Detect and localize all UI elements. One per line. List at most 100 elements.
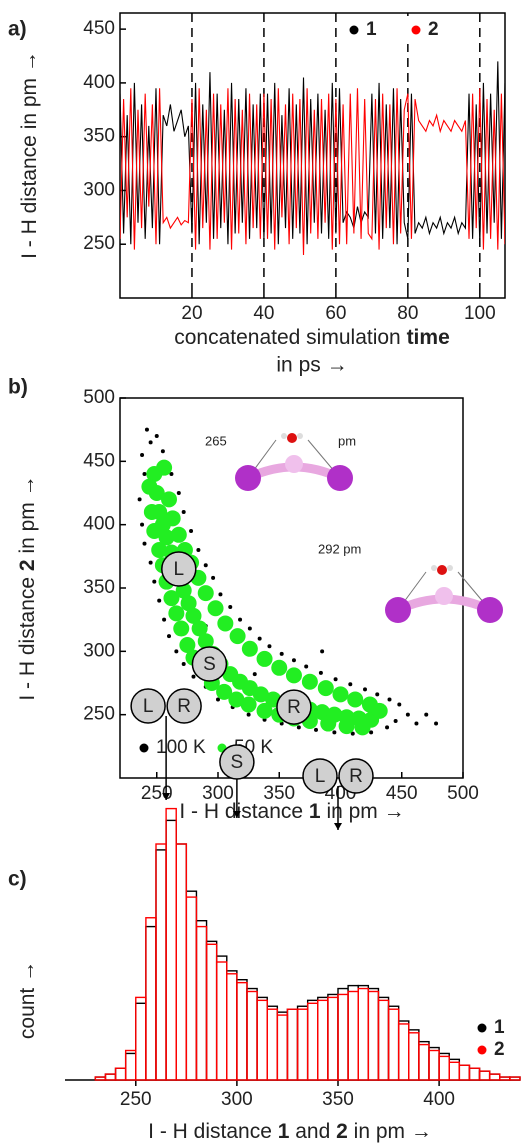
scatter-point bbox=[252, 686, 269, 703]
scatter-point bbox=[247, 626, 252, 631]
histogram-bar bbox=[195, 920, 208, 1081]
molecule-atom bbox=[235, 465, 261, 491]
x-tick-label: 350 bbox=[263, 783, 295, 804]
legend-label: 100 K bbox=[156, 737, 206, 758]
x-axis-label-part: I - H distance bbox=[179, 800, 309, 823]
annotation: 265 bbox=[205, 433, 227, 448]
scatter-point bbox=[148, 440, 153, 445]
scatter-point bbox=[169, 472, 174, 476]
state-marker bbox=[302, 758, 338, 794]
scatter-point bbox=[385, 725, 390, 730]
state-label: S bbox=[203, 654, 216, 675]
scatter-point bbox=[434, 721, 439, 726]
x-axis-label-part: 1 bbox=[309, 800, 321, 823]
histogram-bar bbox=[165, 819, 177, 1081]
scatter-point bbox=[141, 478, 158, 495]
scatter-point bbox=[240, 696, 257, 713]
scatter-point bbox=[197, 633, 214, 650]
scatter-point bbox=[181, 662, 186, 666]
x-tick-label: 300 bbox=[202, 783, 234, 804]
molecule-atom bbox=[287, 433, 297, 443]
histogram-bar bbox=[397, 1020, 410, 1081]
scatter-point bbox=[216, 697, 220, 702]
scatter-point bbox=[414, 721, 419, 726]
scatter-point bbox=[163, 590, 180, 607]
histogram-bar bbox=[104, 1073, 117, 1081]
legend-label: 1 bbox=[366, 19, 377, 40]
scatter-point bbox=[375, 692, 380, 697]
y-axis-label: I - H distance 2 in pm → bbox=[16, 475, 39, 700]
y-tick-label: 500 bbox=[83, 387, 115, 408]
scatter-point bbox=[137, 497, 142, 502]
scatter-point bbox=[332, 730, 337, 735]
y-axis-label-part: in pm → bbox=[16, 475, 39, 559]
scatter-point bbox=[189, 529, 194, 533]
state-marker bbox=[130, 688, 166, 724]
molecule-atom bbox=[281, 433, 287, 439]
scatter-point bbox=[197, 585, 214, 602]
x-tick-label: 450 bbox=[386, 783, 418, 804]
histogram-bar bbox=[236, 979, 248, 1081]
scatter-point bbox=[332, 686, 349, 703]
scatter-point bbox=[296, 725, 301, 730]
x-axis-label-part: 2 bbox=[336, 1120, 348, 1143]
histogram-bar bbox=[428, 1046, 440, 1081]
scatter-point bbox=[174, 649, 179, 654]
scatter-point bbox=[333, 677, 338, 682]
scatter-point bbox=[350, 731, 355, 736]
y-axis-label-part: I - H distance bbox=[16, 571, 39, 701]
y-tick-label: 450 bbox=[83, 450, 115, 471]
state-label: R bbox=[177, 696, 191, 717]
scatter-point bbox=[152, 579, 157, 584]
scatter-point bbox=[140, 522, 145, 527]
y-tick-label: 250 bbox=[83, 233, 115, 254]
plot-frame bbox=[119, 12, 506, 299]
scatter-point bbox=[285, 667, 302, 684]
scatter-point bbox=[157, 598, 162, 603]
marker-arrow-head bbox=[334, 823, 342, 830]
scatter-point bbox=[148, 560, 153, 565]
state-marker bbox=[166, 688, 202, 724]
molecule-atom bbox=[447, 565, 453, 571]
x-tick-label: 400 bbox=[423, 1089, 455, 1110]
histogram-bar bbox=[306, 999, 319, 1081]
scatter-point bbox=[176, 491, 181, 495]
x-tick-label: 20 bbox=[181, 303, 202, 324]
histogram-bar bbox=[135, 1002, 147, 1081]
scatter-point bbox=[347, 691, 364, 708]
histogram-bar bbox=[357, 984, 370, 1081]
scatter-point bbox=[314, 727, 318, 732]
scatter-point bbox=[170, 526, 187, 543]
state-label: L bbox=[143, 696, 154, 717]
x-axis-label-part: concatenated simulation bbox=[174, 326, 406, 349]
scatter-point bbox=[181, 510, 186, 514]
scatter-point bbox=[156, 459, 173, 476]
x-tick-label: 40 bbox=[253, 303, 274, 324]
scatter-point bbox=[154, 434, 159, 438]
annotation: pm bbox=[338, 433, 356, 448]
scatter-point bbox=[338, 718, 355, 735]
legend-marker bbox=[477, 1045, 487, 1055]
y-axis-label-part: 2 bbox=[16, 559, 39, 571]
histogram-bar bbox=[114, 1067, 127, 1081]
scatter-point bbox=[196, 548, 201, 552]
histogram-bar bbox=[124, 1052, 137, 1081]
x-axis-label-part: 1 bbox=[278, 1120, 290, 1143]
histogram-bar bbox=[468, 1067, 481, 1081]
histogram-bar bbox=[438, 1052, 450, 1081]
legend-label: 2 bbox=[494, 1039, 505, 1060]
x-axis-label: I - H distance 1 and 2 in pm → bbox=[148, 1120, 432, 1143]
scatter-point bbox=[387, 697, 392, 702]
x-axis-label-part: in pm → bbox=[321, 800, 405, 823]
histogram-bar bbox=[367, 987, 380, 1081]
panel-label: a) bbox=[8, 18, 27, 41]
x-tick-label: 250 bbox=[120, 1089, 152, 1110]
scatter-point bbox=[229, 628, 246, 645]
histogram-bar bbox=[155, 849, 167, 1081]
molecule-atom bbox=[435, 587, 453, 605]
scatter-point bbox=[301, 673, 318, 690]
x-tick-label: 60 bbox=[325, 303, 346, 324]
histogram-bar bbox=[246, 987, 258, 1081]
scatter-point bbox=[279, 651, 284, 656]
marker-arrow-head bbox=[232, 811, 241, 818]
